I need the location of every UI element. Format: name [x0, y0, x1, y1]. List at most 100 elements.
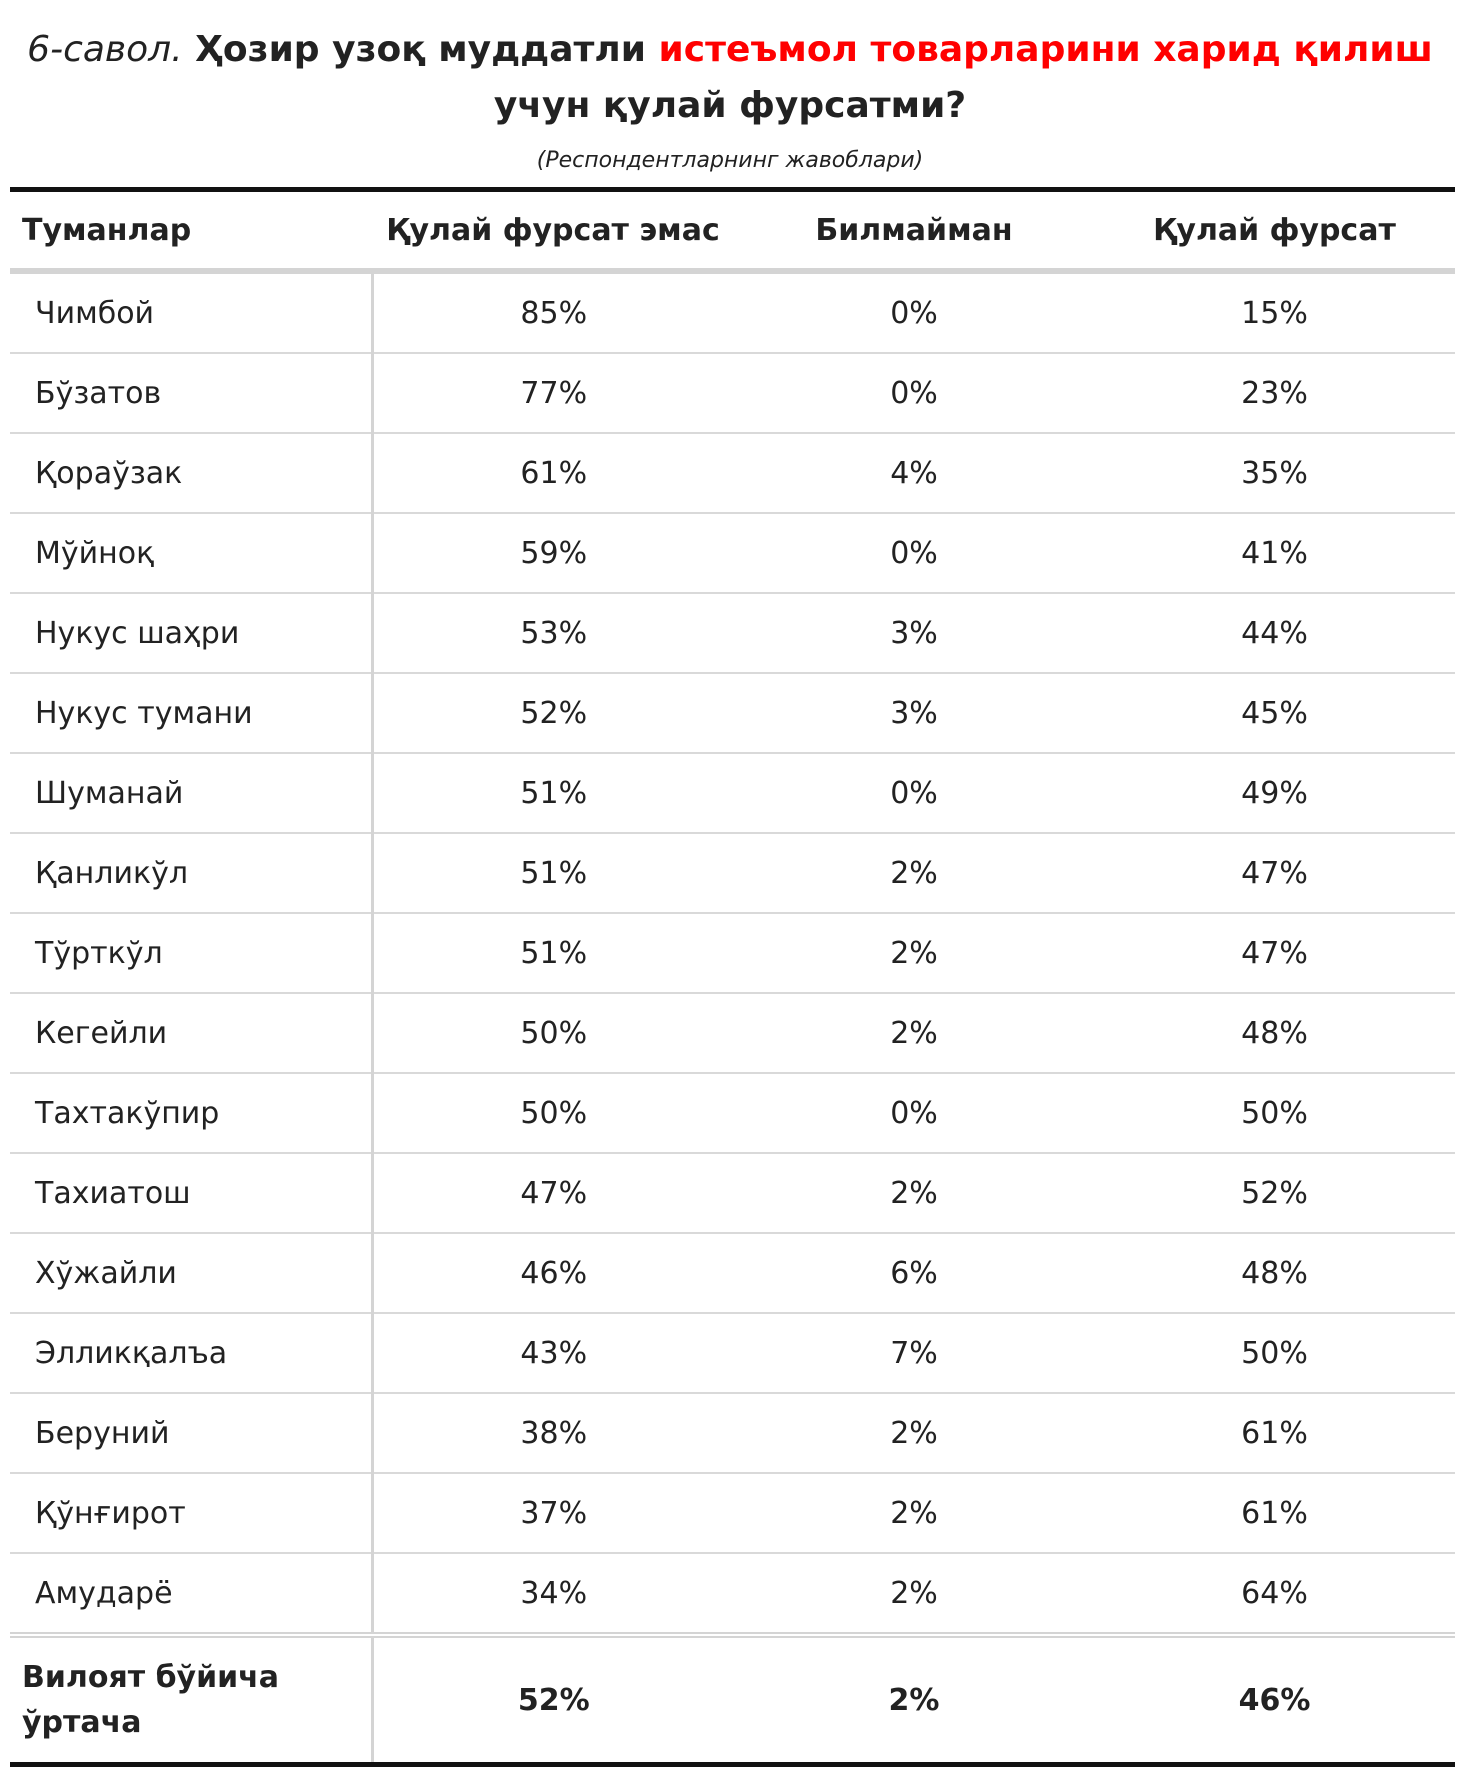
not-favorable-cell: 77%: [372, 353, 734, 434]
favorable-cell: 35%: [1094, 433, 1455, 514]
favorable-cell: 64%: [1241, 1575, 1308, 1611]
column-header-dont-know: Билмайман: [734, 189, 1094, 274]
title-part-2: учун қулай фурсатми?: [493, 85, 967, 126]
table-row: Шуманай 51% 0% 49%: [10, 753, 1455, 834]
district-cell: Нукус тумани: [10, 673, 374, 754]
not-favorable-cell: 38%: [372, 1393, 734, 1474]
favorable-cell: 48%: [1094, 1233, 1455, 1314]
dont-know-cell: 6%: [734, 1233, 1094, 1314]
results-table: Туманлар Қулай фурсат эмас Билмайман Қул…: [10, 187, 1455, 1767]
favorable-cell: 45%: [1094, 673, 1455, 754]
table-row: Нукус шаҳри 53% 3% 44%: [10, 593, 1455, 674]
dont-know-cell: 0%: [734, 271, 1094, 354]
dont-know-cell: 0%: [734, 753, 1094, 834]
not-favorable-cell: 59%: [372, 513, 734, 594]
table-row: Кегейли 50% 2% 48%: [10, 993, 1455, 1074]
table-row: Беруний 38% 2% 61%: [10, 1393, 1455, 1474]
district-cell: Шуманай: [10, 753, 374, 834]
favorable-cell: 50%: [1094, 1313, 1455, 1394]
column-header-district: Туманлар: [10, 189, 372, 274]
district-cell: Қўнғирот: [10, 1473, 374, 1554]
table-row: Нукус тумани 52% 3% 45%: [10, 673, 1455, 754]
favorable-cell: 61%: [1094, 1473, 1455, 1554]
favorable-cell: 52%: [1094, 1153, 1455, 1234]
district-cell: Хўжайли: [10, 1233, 374, 1314]
not-favorable-cell: 51%: [372, 833, 734, 914]
not-favorable-cell: 46%: [372, 1233, 734, 1314]
favorable-cell: 47%: [1094, 833, 1455, 914]
district-cell: Амударё: [10, 1553, 374, 1635]
table-row: Чимбой 85% 0% 15%: [10, 271, 1455, 354]
district-cell: Мўйноқ: [10, 513, 374, 594]
not-favorable-cell: 34%: [520, 1575, 588, 1611]
table-row: Бўзатов 77% 0% 23%: [10, 353, 1455, 434]
not-favorable-cell: 43%: [372, 1313, 734, 1394]
not-favorable-cell: 47%: [372, 1153, 734, 1234]
table-row: Қораўзак 61% 4% 35%: [10, 433, 1455, 514]
not-favorable-cell: 53%: [372, 593, 734, 674]
dont-know-cell: 2%: [734, 913, 1094, 994]
favorable-cell: 50%: [1094, 1073, 1455, 1154]
column-header-favorable: Қулай фурсат: [1094, 189, 1455, 274]
footer-dont-know: 2%: [734, 1632, 1094, 1765]
district-cell: Қораўзак: [10, 433, 374, 514]
table-row: Амударё 34% 2% 64%: [10, 1553, 1455, 1635]
not-favorable-cell: 50%: [372, 1073, 734, 1154]
question-number: 6-савол.: [27, 29, 183, 70]
dont-know-cell: 0%: [734, 353, 1094, 434]
dont-know-cell: 3%: [734, 593, 1094, 674]
table-row: Қанликўл 51% 2% 47%: [10, 833, 1455, 914]
dont-know-cell: 3%: [734, 673, 1094, 754]
not-favorable-cell: 85%: [372, 271, 734, 354]
favorable-cell: 41%: [1094, 513, 1455, 594]
table-row: Тахтакўпир 50% 0% 50%: [10, 1073, 1455, 1154]
district-cell: Нукус шаҳри: [10, 593, 374, 674]
district-cell: Элликқалъа: [10, 1313, 374, 1394]
dont-know-cell: 0%: [734, 513, 1094, 594]
district-cell: Тахтакўпир: [10, 1073, 374, 1154]
dont-know-cell: 2%: [734, 833, 1094, 914]
title-part-1: Ҳозир узоқ муддатли: [195, 29, 646, 70]
district-cell: Чимбой: [10, 271, 374, 354]
table-footer-row: Вилоят бўйича ўртача 52% 2% 46%: [10, 1632, 1455, 1765]
favorable-cell: 44%: [1094, 593, 1455, 674]
table-row: Хўжайли 46% 6% 48%: [10, 1233, 1455, 1314]
column-header-not-favorable: Қулай фурсат эмас: [372, 189, 734, 274]
dont-know-cell: 2%: [734, 993, 1094, 1074]
not-favorable-cell: 37%: [372, 1473, 734, 1554]
district-cell: Тўрткўл: [10, 913, 374, 994]
not-favorable-cell: 61%: [372, 433, 734, 514]
favorable-cell: 15%: [1094, 271, 1455, 354]
favorable-cell: 47%: [1094, 913, 1455, 994]
page-subtitle: (Респондентларнинг жавоблари): [536, 148, 924, 173]
district-cell: Бўзатов: [10, 353, 374, 434]
district-cell: Беруний: [10, 1393, 374, 1474]
not-favorable-cell: 52%: [372, 673, 734, 754]
dont-know-cell: 2%: [734, 1393, 1094, 1474]
district-cell: Тахиатош: [10, 1153, 374, 1234]
footer-label: Вилоят бўйича ўртача: [10, 1632, 374, 1765]
table-row: Тўрткўл 51% 2% 47%: [10, 913, 1455, 994]
not-favorable-cell: 50%: [372, 993, 734, 1074]
table-row: Қўнғирот 37% 2% 61%: [10, 1473, 1455, 1554]
dont-know-cell: 2%: [734, 1473, 1094, 1554]
title-highlight: истеъмол товарларини харид қилиш: [658, 29, 1433, 70]
dont-know-cell: 2%: [890, 1575, 938, 1611]
table-row: Тахиатош 47% 2% 52%: [10, 1153, 1455, 1234]
favorable-cell: 23%: [1094, 353, 1455, 434]
table-row: Элликқалъа 43% 7% 50%: [10, 1313, 1455, 1394]
district-cell: Кегейли: [10, 993, 374, 1074]
not-favorable-cell: 51%: [372, 913, 734, 994]
dont-know-cell: 4%: [734, 433, 1094, 514]
favorable-cell: 48%: [1094, 993, 1455, 1074]
page-title: 6-савол. Ҳозир узоқ муддатли истеъмол то…: [12, 0, 1448, 134]
favorable-cell: 49%: [1094, 753, 1455, 834]
table-header-row: Туманлар Қулай фурсат эмас Билмайман Қул…: [10, 189, 1455, 274]
footer-favorable: 46%: [1094, 1632, 1455, 1765]
dont-know-cell: 7%: [734, 1313, 1094, 1394]
dont-know-cell: 2%: [734, 1153, 1094, 1234]
not-favorable-cell: 51%: [372, 753, 734, 834]
district-cell: Қанликўл: [10, 833, 374, 914]
footer-not-favorable: 52%: [372, 1632, 734, 1765]
